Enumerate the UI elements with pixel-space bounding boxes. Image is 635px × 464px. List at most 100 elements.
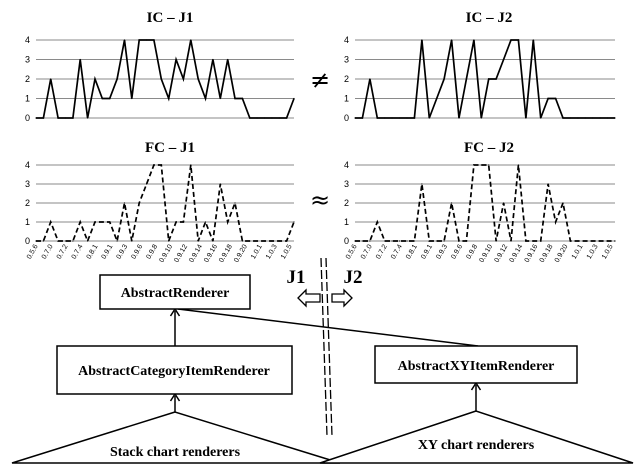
data-point bbox=[138, 39, 140, 41]
data-point bbox=[428, 117, 430, 119]
data-point bbox=[101, 221, 103, 223]
data-point bbox=[79, 58, 81, 61]
x-tick-label: 1.0.1 bbox=[571, 243, 585, 260]
data-point bbox=[614, 117, 616, 119]
data-point bbox=[168, 97, 170, 100]
data-point bbox=[87, 117, 89, 119]
data-point bbox=[532, 39, 534, 41]
data-point bbox=[286, 240, 288, 242]
data-point bbox=[584, 117, 586, 119]
data-point bbox=[503, 202, 505, 204]
x-tick-label: 0.9.16 bbox=[524, 243, 540, 263]
data-point bbox=[525, 117, 527, 119]
left-arrow-icon bbox=[297, 288, 321, 308]
data-point bbox=[241, 240, 243, 242]
data-point bbox=[234, 202, 236, 204]
version-divider-left bbox=[320, 257, 328, 437]
data-point bbox=[182, 78, 184, 80]
data-point bbox=[451, 39, 453, 41]
data-point bbox=[42, 240, 45, 242]
data-point bbox=[607, 117, 609, 119]
inherit-edge-xy bbox=[177, 308, 479, 347]
data-point bbox=[495, 78, 497, 80]
data-point bbox=[599, 117, 601, 119]
x-tick-label: 0.7.2 bbox=[375, 243, 389, 260]
y-tick-label: 4 bbox=[344, 35, 349, 45]
data-point bbox=[547, 183, 549, 185]
category-renderer-label: AbstractCategoryItemRenderer bbox=[78, 364, 270, 379]
data-point bbox=[116, 78, 118, 80]
chart-ic-j2: IC – J2 0 1 2 3 4 bbox=[344, 10, 616, 123]
data-point bbox=[271, 117, 273, 119]
x-tick-label: 1.0.3 bbox=[265, 243, 279, 260]
not-equal-symbol: ≠ bbox=[310, 66, 330, 94]
data-point bbox=[286, 117, 288, 119]
data-point bbox=[495, 240, 497, 242]
data-point bbox=[131, 97, 133, 100]
x-tick-label: 0.9.18 bbox=[539, 243, 555, 263]
data-point bbox=[510, 240, 512, 242]
data-point bbox=[503, 58, 505, 61]
data-point bbox=[443, 78, 445, 80]
data-point bbox=[451, 202, 453, 204]
j2-label: J2 bbox=[344, 267, 363, 288]
y-tick-label: 4 bbox=[25, 160, 30, 170]
y-tick-label: 1 bbox=[344, 217, 349, 227]
data-point bbox=[160, 78, 162, 80]
data-point bbox=[562, 117, 564, 119]
right-arrow-icon bbox=[331, 288, 353, 308]
data-point bbox=[219, 97, 221, 100]
x-tick-label: 0.9.12 bbox=[494, 243, 510, 263]
abstract-renderer-label: AbstractRenderer bbox=[121, 286, 230, 301]
data-point bbox=[212, 240, 214, 242]
data-point bbox=[263, 117, 266, 119]
data-point bbox=[436, 240, 438, 242]
x-tick-label: 0.9.14 bbox=[509, 243, 525, 263]
data-point bbox=[234, 97, 236, 100]
data-point bbox=[584, 240, 586, 242]
approx-equal-symbol: ≈ bbox=[310, 186, 330, 214]
x-tick-label: 0.9.8 bbox=[145, 243, 159, 260]
x-tick-label: 0.7.0 bbox=[360, 243, 374, 260]
x-tick-label: 0.9.10 bbox=[158, 243, 174, 263]
data-point bbox=[72, 240, 74, 242]
x-tick-label: 0.9.1 bbox=[420, 243, 434, 260]
data-point bbox=[57, 117, 59, 119]
data-point bbox=[227, 221, 229, 223]
data-point bbox=[376, 221, 378, 223]
x-tick-label: 0.7.4 bbox=[390, 243, 404, 260]
xy-renderers-triangle bbox=[319, 410, 634, 464]
data-point bbox=[190, 164, 192, 166]
data-point bbox=[488, 164, 490, 166]
data-point bbox=[72, 117, 74, 119]
data-point bbox=[256, 240, 258, 242]
x-tick-label: 0.9.16 bbox=[203, 243, 219, 263]
x-tick-label: 1.0.3 bbox=[586, 243, 600, 260]
data-point bbox=[271, 240, 273, 242]
y-tick-label: 2 bbox=[25, 198, 30, 208]
data-point bbox=[227, 58, 229, 61]
data-point bbox=[532, 240, 534, 242]
x-tick-label: 0.9.8 bbox=[465, 243, 479, 260]
class-hierarchy-diagram: AbstractRenderer AbstractCategoryItemRen… bbox=[11, 257, 634, 464]
data-point bbox=[517, 39, 520, 41]
data-point bbox=[480, 164, 482, 166]
y-tick-label: 0 bbox=[25, 236, 30, 246]
data-point bbox=[473, 39, 475, 41]
data-point bbox=[540, 240, 542, 242]
x-tick-label: 1.0.5 bbox=[601, 243, 615, 260]
x-tick-label: 0.9.20 bbox=[554, 243, 570, 263]
data-point bbox=[569, 117, 572, 119]
data-point bbox=[413, 240, 415, 242]
data-point bbox=[123, 202, 126, 204]
data-point bbox=[555, 97, 557, 100]
data-point bbox=[101, 97, 103, 100]
data-point bbox=[369, 78, 371, 80]
data-point bbox=[443, 240, 445, 242]
data-point bbox=[465, 78, 467, 80]
data-point bbox=[361, 117, 363, 119]
y-tick-label: 1 bbox=[25, 217, 30, 227]
data-point bbox=[525, 240, 527, 242]
x-tick-label: 0.9.1 bbox=[101, 243, 115, 260]
